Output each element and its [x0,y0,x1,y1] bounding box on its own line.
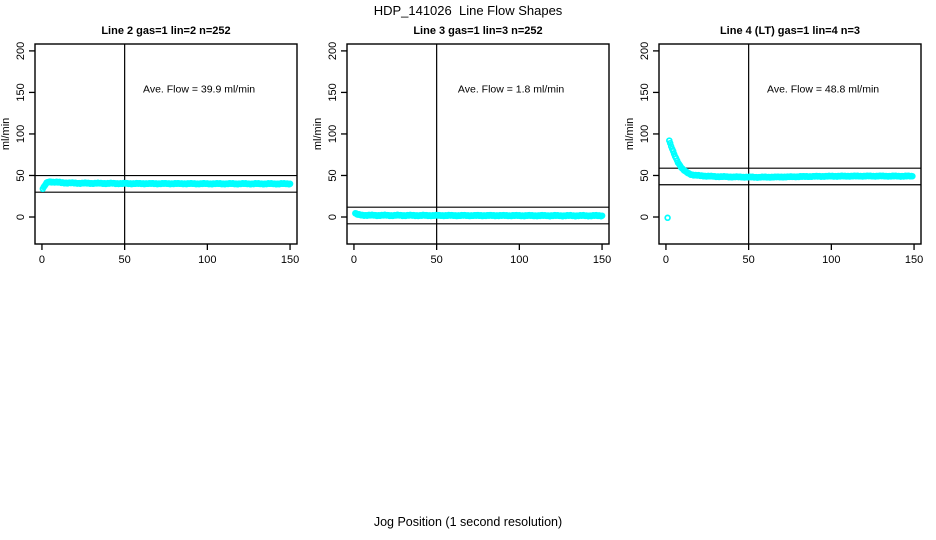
main-title: HDP_141026 Line Flow Shapes [373,3,563,18]
y-tick-label: 0 [327,214,339,220]
x-tick-label: 50 [119,254,131,266]
y-tick-label: 0 [639,214,651,220]
panel-line3-chart: Line 3 gas=1 lin=3 n=252 0 50 100 150 0 50 100 1… [312,25,611,266]
y-tick-label: 200 [639,42,651,60]
panel-title: Line 2 gas=1 lin=2 n=252 [101,25,230,37]
x-tick-label: 50 [743,254,755,266]
x-tick-label: 150 [281,254,299,266]
y-tick-label: 150 [639,83,651,101]
panel-title: Line 4 (LT) gas=1 lin=4 n=3 [720,25,860,37]
y-axis-label: ml/min [0,118,12,150]
data-point [286,180,294,188]
y-tick-label: 150 [15,83,27,101]
x-tick-label: 150 [593,254,611,266]
y-tick-label: 100 [639,125,651,143]
x-tick-label: 0 [351,254,357,266]
x-tick-label: 0 [39,254,45,266]
ave-flow-annotation: Ave. Flow = 39.9 ml/min [143,83,255,95]
plot-box [346,43,610,245]
y-axis-label: ml/min [624,118,636,150]
y-tick-label: 100 [15,125,27,143]
ave-flow-annotation: Ave. Flow = 48.8 ml/min [767,83,879,95]
y-axis-label: ml/min [312,118,324,150]
ave-flow-annotation: Ave. Flow = 1.8 ml/min [458,83,564,95]
x-tick-label: 100 [822,254,840,266]
y-tick-label: 150 [327,83,339,101]
panel-title: Line 3 gas=1 lin=3 n=252 [413,25,542,37]
outlier-point [664,214,671,222]
data-point [909,172,916,180]
y-tick-label: 50 [639,169,651,181]
x-tick-label: 0 [663,254,669,266]
y-tick-label: 50 [15,169,27,181]
x-tick-label: 100 [198,254,216,266]
plot-box [658,43,922,245]
x-axis-label: Jog Position (1 second resolution) [373,515,563,529]
x-tick-label: 100 [510,254,528,266]
y-tick-label: 200 [327,42,339,60]
data-point [598,212,606,219]
panel-line4-chart: Line 4 (LT) gas=1 lin=4 n=3 0 50 100 150 0 50 1… [624,25,923,266]
y-tick-label: 50 [327,169,339,181]
y-tick-label: 0 [15,214,27,220]
y-tick-label: 100 [327,125,339,143]
x-tick-label: 50 [431,254,443,266]
y-tick-label: 200 [15,42,27,60]
panel-line2-chart: Line 2 gas=1 lin=2 n=252 0 50 100 150 0 50 100 1… [0,25,299,266]
data-point [666,139,674,147]
plot-box [34,43,298,245]
x-tick-label: 150 [905,254,923,266]
